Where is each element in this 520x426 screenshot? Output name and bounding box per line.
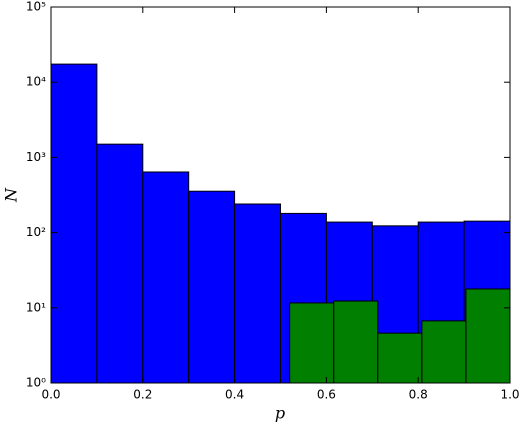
- bar: [465, 288, 511, 384]
- y-tick-label: 10¹: [26, 300, 46, 314]
- bar: [377, 332, 423, 384]
- bar: [96, 143, 144, 384]
- x-axis-label: p: [275, 404, 285, 423]
- x-tick-label: 0.2: [133, 388, 152, 402]
- y-tick-label: 10⁴: [26, 75, 46, 89]
- x-tick-label: 1.0: [500, 388, 519, 402]
- x-tick-label: 0.6: [317, 388, 336, 402]
- x-tick-label: 0.4: [225, 388, 244, 402]
- bar: [333, 300, 379, 384]
- y-tick-label: 10³: [26, 150, 46, 164]
- y-tick-label: 10⁵: [26, 0, 46, 14]
- bar: [421, 320, 467, 384]
- x-tick-label: 0.0: [41, 388, 60, 402]
- x-tick-label: 0.8: [409, 388, 428, 402]
- bar: [142, 171, 190, 384]
- bar: [50, 63, 98, 384]
- bar: [188, 190, 236, 384]
- y-tick-label: 10²: [26, 225, 46, 239]
- plot-frame: [50, 6, 511, 384]
- bar: [234, 203, 282, 384]
- y-axis-label: N: [2, 187, 21, 203]
- y-tick-label: 10⁰: [26, 376, 46, 390]
- bar: [289, 302, 335, 384]
